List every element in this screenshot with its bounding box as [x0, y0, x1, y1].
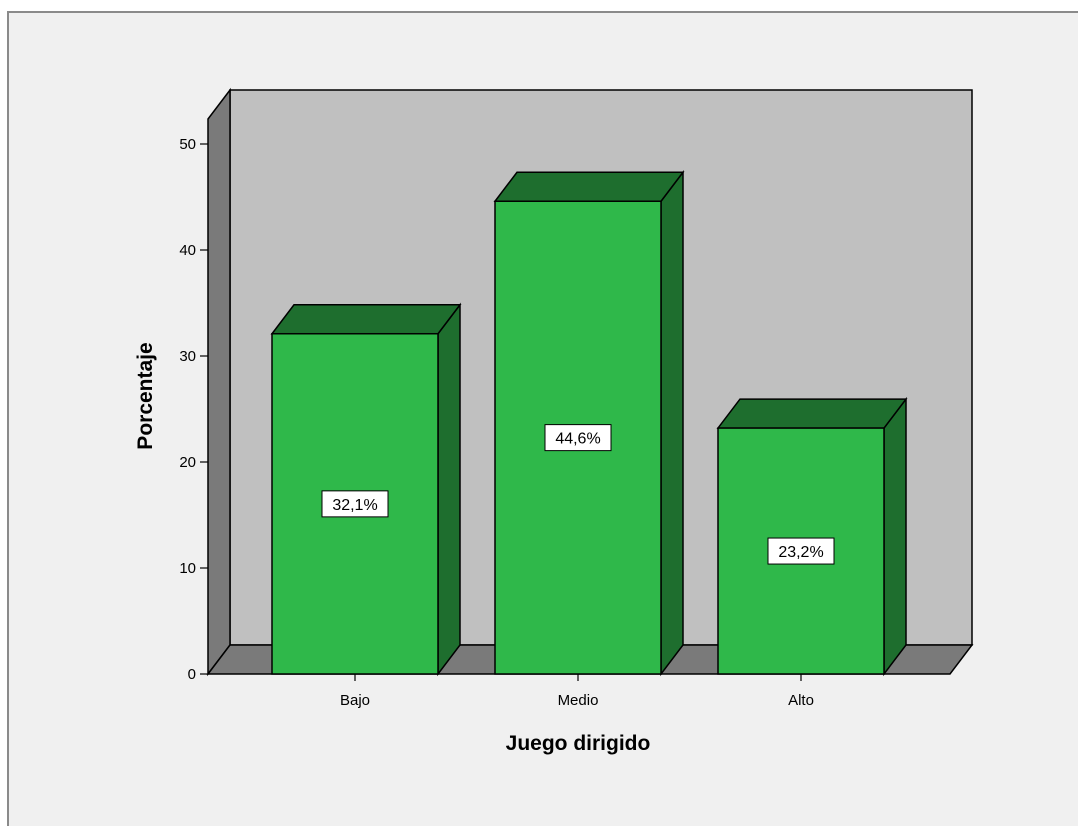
- data-label-box: [321, 490, 389, 518]
- bars: 32,1% 44,6% 23,2%: [270, 170, 908, 677]
- x-axis-title: Juego dirigido: [506, 732, 651, 755]
- bar-medio: 44,6%: [493, 170, 685, 677]
- y-axis: 0 10 20 30 40 50: [179, 136, 208, 683]
- x-tick-label: Alto: [788, 692, 814, 709]
- bar-bajo: 32,1%: [270, 302, 462, 677]
- y-tick-label: 30: [179, 348, 196, 365]
- bar-top: [270, 303, 462, 335]
- bar-side: [437, 302, 461, 677]
- y-tick-label: 50: [179, 136, 196, 153]
- data-label-box: [544, 424, 612, 452]
- bar-side: [883, 396, 907, 677]
- side-wall: [207, 87, 231, 677]
- y-tick-label: 20: [179, 454, 196, 471]
- bar-top: [493, 171, 685, 202]
- bar-top: [716, 398, 908, 429]
- data-label: 44,6%: [555, 431, 600, 448]
- x-axis: Bajo Medio Alto: [340, 674, 814, 709]
- y-tick-label: 0: [188, 666, 196, 683]
- x-tick-label: Medio: [558, 692, 599, 709]
- data-label-box: [767, 537, 835, 565]
- data-label: 23,2%: [778, 544, 823, 561]
- y-tick-label: 10: [179, 560, 196, 577]
- y-tick-label: 40: [179, 242, 196, 259]
- data-label: 32,1%: [332, 497, 377, 514]
- x-tick-label: Bajo: [340, 692, 370, 709]
- bar-side: [660, 170, 684, 677]
- bar-alto: 23,2%: [716, 396, 908, 677]
- y-axis-title: Porcentaje: [134, 342, 157, 449]
